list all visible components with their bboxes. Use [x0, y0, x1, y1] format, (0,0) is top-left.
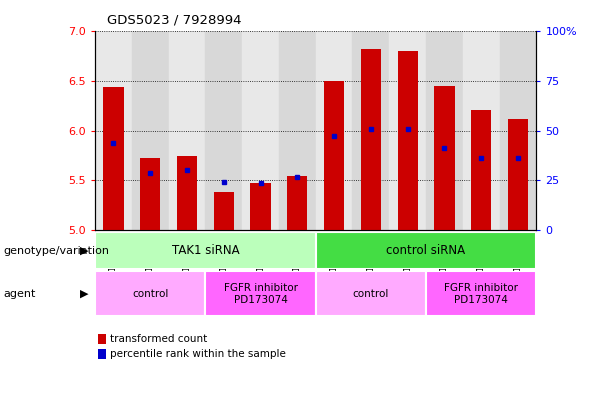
Bar: [205, 271, 316, 316]
Bar: [242, 31, 279, 230]
Bar: [316, 232, 536, 269]
Bar: [95, 31, 132, 230]
Text: GDS5023 / 7928994: GDS5023 / 7928994: [107, 14, 242, 27]
Text: TAK1 siRNA: TAK1 siRNA: [172, 244, 239, 257]
Bar: [214, 192, 234, 230]
Bar: [95, 232, 316, 269]
Bar: [205, 31, 242, 230]
Text: FGFR inhibitor
PD173074: FGFR inhibitor PD173074: [224, 283, 297, 305]
Bar: [316, 31, 352, 230]
Bar: [177, 156, 197, 230]
Bar: [132, 31, 169, 230]
Text: control siRNA: control siRNA: [386, 244, 466, 257]
Bar: [471, 110, 492, 230]
Text: percentile rank within the sample: percentile rank within the sample: [110, 349, 286, 359]
Bar: [251, 183, 271, 230]
Text: control: control: [352, 289, 389, 299]
Text: transformed count: transformed count: [110, 334, 208, 344]
Bar: [279, 31, 316, 230]
Text: FGFR inhibitor
PD173074: FGFR inhibitor PD173074: [444, 283, 518, 305]
Bar: [463, 31, 500, 230]
Text: control: control: [132, 289, 169, 299]
Bar: [398, 51, 418, 230]
Bar: [500, 31, 536, 230]
Bar: [435, 86, 455, 230]
Text: ▶: ▶: [80, 246, 88, 255]
Bar: [103, 87, 124, 230]
Bar: [287, 176, 308, 230]
Text: ▶: ▶: [80, 289, 88, 299]
Bar: [169, 31, 205, 230]
Bar: [508, 119, 528, 230]
Bar: [426, 271, 536, 316]
Bar: [352, 31, 389, 230]
Bar: [140, 158, 161, 230]
Bar: [361, 49, 381, 230]
Bar: [316, 271, 426, 316]
Bar: [95, 271, 205, 316]
Bar: [324, 81, 345, 230]
Text: genotype/variation: genotype/variation: [3, 246, 109, 255]
Text: agent: agent: [3, 289, 36, 299]
Bar: [426, 31, 463, 230]
Bar: [389, 31, 426, 230]
